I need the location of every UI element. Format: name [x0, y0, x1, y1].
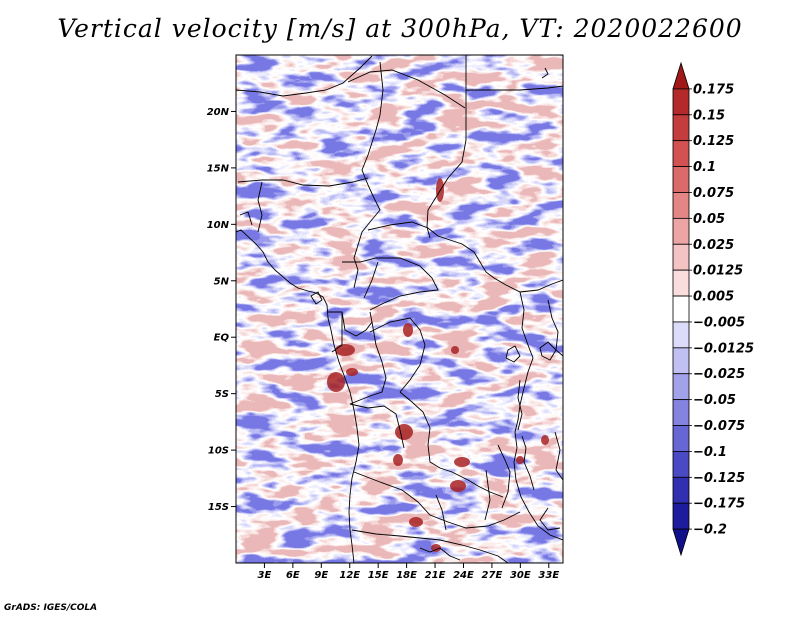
colorbar-label: 0.005 [693, 290, 734, 305]
colorbar-segment [672, 425, 690, 452]
colorbar-label: −0.175 [693, 497, 745, 512]
lon-tick-label: 3E [258, 570, 272, 581]
vertical-velocity-field [236, 55, 563, 563]
colorbar-segment [672, 114, 690, 142]
colorbar-label: −0.1 [693, 445, 727, 460]
lat-tick-label: 15S [208, 502, 229, 513]
colorbar-segment [672, 451, 690, 478]
colorbar-segment [672, 269, 690, 297]
colorbar-segment [672, 347, 690, 375]
colorbar-label: −0.2 [693, 523, 727, 538]
colorbar-segment [672, 373, 690, 401]
lon-tick-label: 6E [286, 570, 300, 581]
colorbar-segment [672, 217, 690, 245]
lon-tick-label: 24E [453, 570, 474, 581]
ascent-cell [393, 454, 403, 466]
lat-tick-label: 5S [215, 389, 229, 400]
colorbar-label: −0.0125 [693, 341, 754, 356]
lat-tick-label: EQ [214, 333, 230, 344]
lat-tick-label: 10N [207, 220, 230, 231]
latitude-axis: 20N 15N 10N 5N EQ 5S 10S 15S [207, 107, 236, 513]
ascent-cell [454, 457, 470, 467]
map-title: Vertical velocity [m/s] at 300hPa, VT: 2… [57, 14, 743, 43]
ascent-cell [516, 456, 524, 464]
ascent-cell [327, 372, 345, 392]
colorbar-label: −0.005 [693, 315, 745, 330]
colorbar-segment [672, 88, 690, 116]
colorbar-segment [672, 528, 690, 557]
plot-frame [235, 54, 564, 564]
colorbar-label: −0.05 [693, 393, 736, 408]
lat-tick-label: 15N [207, 163, 230, 174]
colorbar-segment [672, 243, 690, 271]
lon-tick-label: 21E [425, 570, 446, 581]
lon-tick-label: 9E [314, 570, 328, 581]
colorbar-label: 0.0125 [693, 264, 743, 279]
ascent-cell [346, 368, 358, 376]
ascent-cell [431, 544, 441, 552]
strong-ascent-cells [327, 178, 549, 552]
colorbar-label: −0.125 [693, 471, 745, 486]
colorbar-label: 0.15 [693, 108, 725, 123]
colorbar-label: 0.05 [693, 212, 725, 227]
colorbar: 0.175 0.15 0.125 0.1 0.075 0.05 0.025 0.0125 0.0… [672, 61, 754, 557]
colorbar-segment [672, 295, 690, 323]
colorbar-label: −0.075 [693, 419, 745, 434]
colorbar-label: −0.025 [693, 367, 745, 382]
ascent-cell [403, 323, 413, 337]
longitude-axis: 3E 6E 9E 12E 15E 18E 21E 24E 27E 30E 33E [258, 563, 559, 581]
colorbar-segment [672, 476, 690, 504]
lon-tick-label: 30E [510, 570, 531, 581]
colorbar-label: 0.1 [693, 160, 716, 175]
colorbar-segment [672, 166, 690, 193]
grads-credit: GrADS: IGES/COLA [4, 603, 98, 613]
colorbar-segment [672, 502, 690, 530]
lon-tick-label: 18E [396, 570, 417, 581]
colorbar-segment [672, 61, 690, 90]
colorbar-label: 0.075 [693, 186, 734, 201]
colorbar-label: 0.025 [693, 238, 734, 253]
colorbar-label: 0.125 [693, 134, 734, 149]
lon-tick-label: 33E [538, 570, 559, 581]
ascent-cell [335, 344, 355, 356]
lon-tick-label: 15E [368, 570, 389, 581]
lat-tick-label: 5N [214, 276, 230, 287]
ascent-cell [395, 424, 413, 440]
country-boundaries [236, 55, 563, 563]
lon-tick-label: 27E [482, 570, 503, 581]
colorbar-label: 0.175 [693, 82, 734, 97]
ascent-cell [450, 480, 466, 492]
lon-tick-label: 12E [339, 570, 360, 581]
ascent-cell [451, 346, 459, 354]
ascent-cell [409, 517, 423, 527]
lat-tick-label: 20N [207, 107, 230, 118]
ascent-cell [541, 435, 549, 445]
colorbar-segment [672, 192, 690, 219]
lat-tick-label: 10S [208, 446, 229, 457]
colorbar-segment [672, 140, 690, 167]
colorbar-segment [672, 321, 690, 349]
colorbar-segment [672, 399, 690, 426]
